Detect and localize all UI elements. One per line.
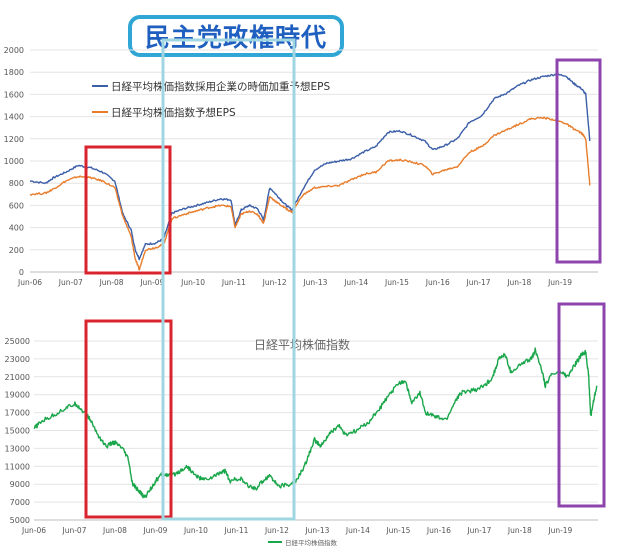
y-tick-label: 19000 — [5, 391, 30, 400]
eps-chart-y-ticks: 0 200 400 600 800 1000 1200 1400 1600 1800 2000 — [4, 46, 24, 277]
nikkei-chart-gridlines — [34, 340, 598, 521]
y-tick-label: 1200 — [4, 135, 24, 144]
y-tick-label: 5000 — [10, 516, 30, 525]
x-tick-label: Jun-13 — [304, 526, 329, 535]
nikkei-chart-series — [33, 347, 598, 499]
x-tick-label: Jun-11 — [221, 278, 246, 287]
y-tick-label: 13000 — [5, 444, 30, 453]
legend-label-index-eps: 日経平均株価指数予想EPS — [111, 106, 236, 119]
x-tick-label: Jun-15 — [384, 278, 409, 287]
x-tick-label: Jun-09 — [139, 278, 164, 287]
y-tick-label: 600 — [9, 201, 24, 210]
y-tick-label: 1400 — [4, 113, 24, 122]
y-tick-label: 11000 — [5, 462, 30, 471]
eps-chart-gridlines — [30, 49, 598, 273]
highlight-box-red-bottom — [84, 319, 173, 519]
highlight-box-red-top — [84, 145, 172, 275]
eps-chart: 0 200 400 600 800 1000 1200 1400 1600 1800 2000 Ju… — [4, 46, 598, 287]
y-tick-label: 0 — [19, 268, 24, 277]
x-tick-label: Jun-18 — [506, 278, 531, 287]
y-tick-label: 2000 — [4, 46, 24, 55]
legend-label-weighted-eps: 日経平均株価指数採用企業の時価加重予想EPS — [111, 80, 330, 93]
highlight-box-dpj-era — [161, 38, 296, 521]
x-tick-label: Jun-06 — [17, 278, 42, 287]
x-tick-label: Jun-17 — [466, 278, 491, 287]
x-tick-label: Jun-07 — [62, 526, 87, 535]
x-tick-label: Jun-13 — [302, 278, 327, 287]
nikkei-chart-title: 日経平均株価指数 — [254, 337, 350, 352]
nikkei-chart-y-ticks: 5000 7000 9000 11000 13000 15000 17000 19000 210… — [5, 337, 30, 525]
x-tick-label: Jun-19 — [547, 526, 572, 535]
y-tick-label: 25000 — [5, 337, 30, 346]
x-tick-label: Jun-07 — [58, 278, 83, 287]
nikkei-chart-legend: 日経平均株価指数 — [268, 538, 338, 547]
y-tick-label: 200 — [9, 246, 24, 255]
y-tick-label: 7000 — [10, 498, 30, 507]
eps-chart-series — [29, 73, 591, 271]
series-line-1 — [33, 347, 598, 499]
dpj-era-banner-text: 民主党政権時代 — [144, 23, 327, 52]
x-tick-label: Jun-11 — [223, 526, 248, 535]
x-tick-label: Jun-08 — [102, 526, 127, 535]
series-line-2 — [29, 116, 591, 271]
x-tick-label: Jun-12 — [262, 278, 287, 287]
x-tick-label: Jun-16 — [426, 526, 451, 535]
x-tick-label: Jun-16 — [425, 278, 450, 287]
x-tick-label: Jun-09 — [142, 526, 167, 535]
x-tick-label: Jun-14 — [343, 278, 368, 287]
x-tick-label: Jun-17 — [466, 526, 491, 535]
y-tick-label: 1800 — [4, 68, 24, 77]
y-tick-label: 800 — [9, 179, 24, 188]
y-tick-label: 17000 — [5, 409, 30, 418]
highlight-box-purple-bottom — [557, 302, 606, 508]
x-tick-label: Jun-08 — [99, 278, 124, 287]
x-tick-label: Jun-10 — [183, 526, 208, 535]
highlight-box-purple-top — [555, 58, 602, 264]
nikkei-chart: 5000 7000 9000 11000 13000 15000 17000 19000 210… — [5, 337, 598, 547]
x-tick-label: Jun-10 — [180, 278, 205, 287]
y-tick-label: 1000 — [4, 157, 24, 166]
series-line-1 — [29, 73, 591, 261]
x-tick-label: Jun-06 — [21, 526, 46, 535]
x-tick-label: Jun-14 — [345, 526, 370, 535]
y-tick-label: 23000 — [5, 355, 30, 364]
legend-label-nikkei: 日経平均株価指数 — [285, 538, 338, 547]
y-tick-label: 9000 — [10, 480, 30, 489]
eps-chart-x-ticks: Jun-06 Jun-07 Jun-08 Jun-09 Jun-10 Jun-11 Jun-… — [17, 278, 572, 287]
y-tick-label: 400 — [9, 224, 24, 233]
x-tick-label: Jun-15 — [385, 526, 410, 535]
y-tick-label: 1600 — [4, 90, 24, 99]
x-tick-label: Jun-12 — [264, 526, 289, 535]
highlight-boxes — [84, 38, 606, 521]
x-tick-label: Jun-18 — [507, 526, 532, 535]
y-tick-label: 21000 — [5, 373, 30, 382]
nikkei-chart-x-ticks: Jun-06 Jun-07 Jun-08 Jun-09 Jun-10 Jun-11 Jun-… — [21, 526, 573, 535]
x-tick-label: Jun-19 — [547, 278, 572, 287]
y-tick-label: 15000 — [5, 427, 30, 436]
eps-chart-legend: 日経平均株価指数採用企業の時価加重予想EPS 日経平均株価指数予想EPS — [92, 80, 330, 119]
